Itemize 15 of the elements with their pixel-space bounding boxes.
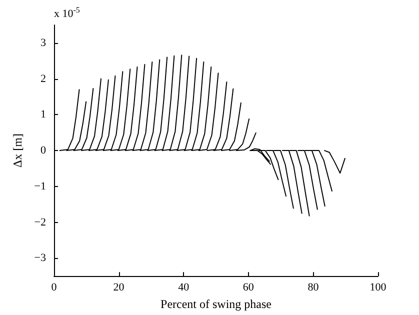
y-axis-title: Δx [m] (10, 134, 24, 168)
y-tick-label: −3 (34, 252, 46, 264)
x-tick-label: 40 (178, 282, 190, 294)
x-tick-label: 0 (51, 282, 58, 294)
y-tick-label: −2 (34, 216, 46, 228)
x-tick-label: 20 (113, 282, 125, 294)
x-tick-label: 80 (308, 282, 320, 294)
x-tick-label: 60 (242, 282, 254, 294)
y-tick-label: 3 (40, 36, 46, 49)
x-tick-label: 100 (370, 282, 387, 294)
y-tick-label: 1 (40, 108, 46, 121)
x-axis-title: Percent of swing phase (160, 297, 272, 311)
y-tick-label: −1 (34, 180, 46, 192)
y-tick-label: 2 (40, 72, 46, 85)
y-tick-label: 0 (40, 144, 46, 157)
